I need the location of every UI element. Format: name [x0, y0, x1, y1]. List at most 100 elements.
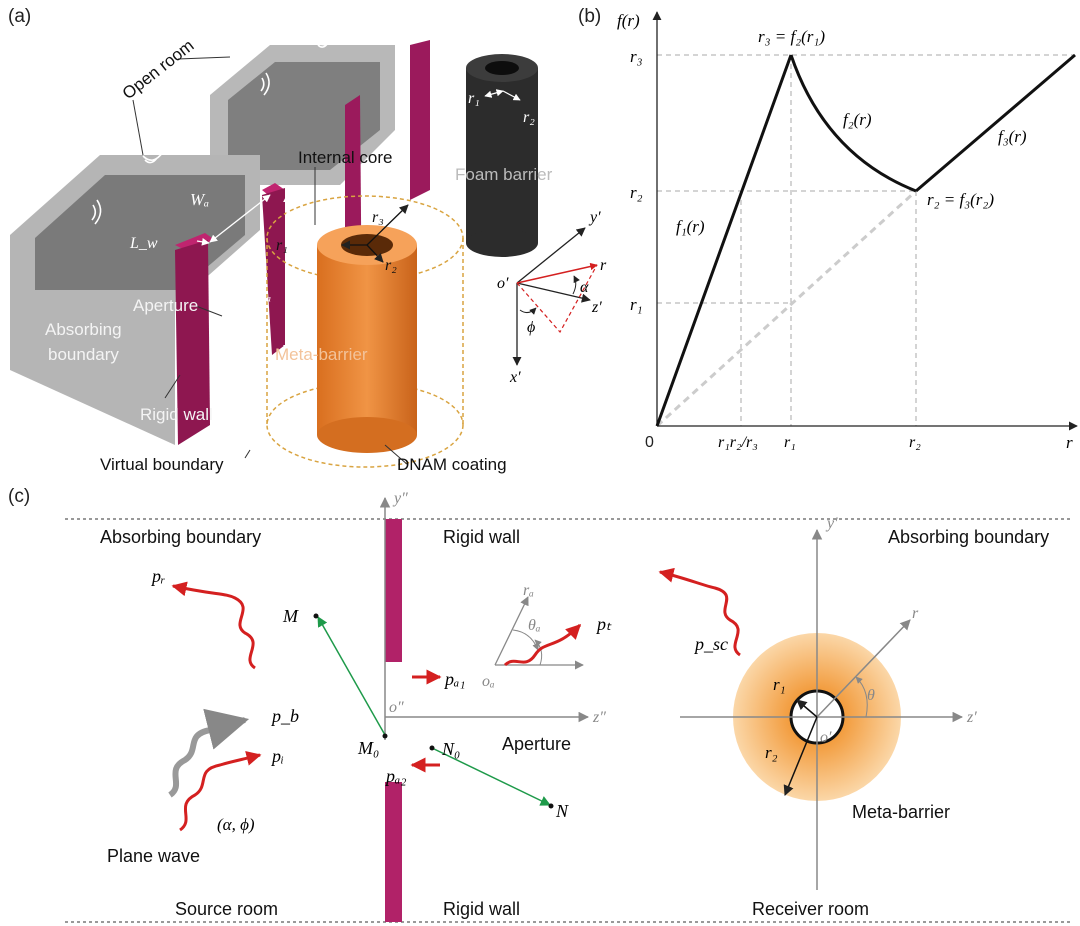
virtual-boundary-label: Virtual boundary: [100, 455, 224, 474]
x-tick-r2: r₂: [909, 434, 921, 451]
r1-label-c: r₁: [773, 675, 786, 694]
r2-label-foam: r₂: [523, 109, 535, 126]
panel-a: (a): [8, 6, 607, 474]
back-room: [210, 40, 430, 345]
r2-label-c: r₂: [765, 743, 778, 762]
p-sc-label: p_sc: [693, 634, 728, 654]
y-prime-label: y′: [588, 209, 601, 226]
r-a-label: rₐ: [523, 582, 534, 599]
curve-f2: [789, 54, 917, 193]
p-r-label: pᵣ: [150, 566, 165, 586]
z-p-label: z′: [966, 709, 977, 726]
x-tick-r1r2r3: r₁r₂/r₃: [718, 434, 758, 451]
meta-barrier-label-c: Meta-barrier: [852, 802, 950, 822]
absorbing-boundary-right: Absorbing boundary: [888, 527, 1049, 547]
curve-f3: [915, 53, 1076, 193]
y-axis-label: f(r): [617, 11, 640, 30]
foam-barrier-label: Foam barrier: [455, 165, 553, 184]
rigid-wall-label: Rigid wall: [140, 405, 213, 424]
r-axis: [816, 619, 911, 718]
absorbing-label-line1: Absorbing: [45, 320, 122, 339]
r1-label-foam: r₁: [468, 90, 480, 107]
M0-label: M₀: [357, 738, 379, 758]
peak-annotation: r₃ = f₂(r₁): [758, 27, 825, 46]
o-pp-label: o″: [389, 699, 404, 716]
ra-axis: [494, 596, 529, 666]
r-label-c: r: [912, 605, 919, 622]
z-prime-label: z′: [591, 299, 602, 316]
r1-label-a: r₁: [276, 237, 288, 254]
r3-label-a: r₃: [372, 209, 384, 226]
da-label: Dₐ: [253, 285, 271, 304]
panel-b: (b) f(r) r 0 r₃ r₂ r₁ r₁r₂/r₃ r₁ r₂ r₃ =…: [578, 6, 1078, 452]
theta-label: θ: [867, 687, 875, 704]
p-b-label: p_b: [270, 706, 299, 726]
rigid-wall-bottom-label: Rigid wall: [443, 899, 520, 919]
rigid-wall-bottom: [385, 782, 402, 922]
curve-f1: [655, 54, 793, 427]
panel-c: (c) Absorbing boundary Absorbing boundar…: [8, 486, 1072, 923]
y-p-label: y′: [825, 515, 838, 532]
p-a1-label: pₐ₁: [443, 669, 466, 689]
N0-label: N₀: [441, 739, 460, 759]
receiver-room-label: Receiver room: [752, 899, 869, 919]
dnam-coating-label: DNAM coating: [397, 455, 507, 474]
rigid-wall-3d: [175, 240, 210, 445]
lw-label: L_w: [129, 235, 158, 252]
meta-barrier-label: Meta-barrier: [275, 345, 368, 364]
x-tick-r1: r₁: [784, 434, 796, 451]
y-tick-r2: r₂: [630, 183, 643, 202]
p-t-label: pₜ: [595, 614, 612, 634]
origin-label-b: 0: [645, 434, 654, 451]
panel-label-c: (c): [8, 486, 30, 507]
rigid-wall-top: [385, 519, 402, 662]
absorbing-label-line2: boundary: [48, 345, 119, 364]
vector-M: [317, 616, 386, 736]
leader-lines: [132, 56, 409, 466]
coordinate-axes-a: y′ x′ z′ r o′ α ϕ: [497, 209, 607, 386]
background-wave: [168, 708, 250, 798]
sound-wave-icons: [91, 36, 335, 225]
foam-barrier: [466, 54, 538, 257]
absorbing-boundary-left: Absorbing boundary: [100, 527, 261, 547]
r-label-a: r: [600, 257, 607, 274]
o-p-label: o′: [820, 729, 832, 746]
p-a2-label: pₐ₂: [384, 766, 407, 786]
rigid-wall-top-label: Rigid wall: [443, 527, 520, 547]
wa-label: Wₐ: [190, 190, 209, 209]
guide-lines: [657, 54, 1075, 426]
phi-label: ϕ: [527, 319, 535, 336]
dimension-arrows: [196, 194, 291, 353]
source-room-label: Source room: [175, 899, 278, 919]
o-a-label: oₐ: [482, 673, 495, 690]
internal-core-label: Internal core: [298, 148, 393, 167]
f3-label: f₃(r): [998, 127, 1027, 146]
panel-label-b: (b): [578, 6, 601, 27]
x-prime-label: x′: [509, 369, 521, 386]
f1-label: f₁(r): [676, 217, 705, 236]
plane-wave-label: Plane wave: [107, 846, 200, 866]
identity-line: [655, 189, 918, 428]
incidence-angles: (α, ϕ): [217, 815, 255, 834]
x-axis-label: r: [1066, 433, 1073, 452]
r2-label-a: r₂: [385, 257, 397, 274]
wave-arrows: [171, 567, 741, 832]
z-pp-label: z″: [592, 709, 606, 726]
f2-label: f₂(r): [843, 110, 872, 129]
aperture-label-c: Aperture: [502, 734, 571, 754]
y-pp-label: y″: [392, 490, 408, 507]
vector-N: [431, 747, 551, 806]
p-i-label: pᵢ: [270, 746, 284, 766]
aperture-label: Aperture: [133, 296, 198, 315]
theta-a-label: θₐ: [528, 617, 541, 634]
meta-barrier-cylinder: [317, 204, 417, 453]
panel-label-a: (a): [8, 6, 31, 27]
alpha-label: α: [580, 279, 589, 296]
valley-annotation: r₂ = f₃(r₂): [927, 190, 994, 209]
open-room-label: Open room: [119, 36, 198, 103]
y-tick-r3: r₃: [630, 47, 643, 66]
y-tick-r1: r₁: [630, 295, 643, 314]
N-label: N: [555, 801, 569, 821]
M-label: M: [282, 606, 299, 626]
